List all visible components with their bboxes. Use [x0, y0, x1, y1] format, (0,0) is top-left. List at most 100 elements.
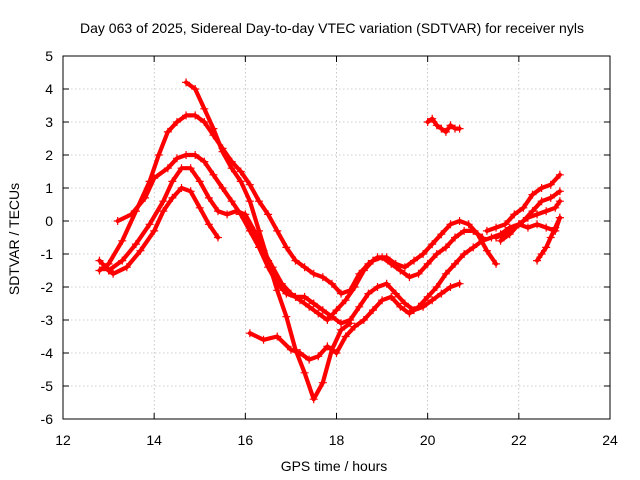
- data-point-marker: [131, 240, 140, 249]
- data-point-marker: [533, 220, 542, 229]
- data-point-marker: [159, 197, 168, 206]
- data-point-marker: [177, 164, 186, 173]
- data-point-marker: [460, 226, 469, 235]
- data-point-marker: [359, 266, 368, 275]
- data-point-marker: [204, 193, 213, 202]
- data-point-marker: [387, 259, 396, 268]
- y-tick-label: -1: [41, 246, 54, 262]
- data-point-marker: [537, 250, 546, 258]
- data-point-marker: [533, 256, 542, 265]
- data-point-marker: [122, 263, 131, 272]
- data-point-marker: [437, 124, 446, 133]
- y-tick-label: -2: [41, 279, 54, 295]
- data-point-marker: [218, 184, 227, 192]
- data-point-marker: [286, 289, 295, 298]
- data-point-marker: [323, 316, 332, 324]
- data-point-marker: [100, 263, 109, 272]
- data-point-marker: [396, 266, 405, 275]
- data-point-marker: [496, 236, 505, 245]
- data-point-marker: [432, 250, 441, 258]
- data-point-marker: [245, 329, 254, 338]
- y-tick-label: -4: [41, 345, 54, 361]
- data-point-marker: [382, 279, 391, 288]
- data-point-marker: [209, 124, 218, 133]
- data-point-marker: [236, 177, 245, 186]
- data-point-marker: [528, 207, 537, 216]
- data-point-marker: [145, 220, 154, 229]
- x-tick-label: 18: [329, 432, 345, 448]
- data-point-marker: [441, 243, 450, 252]
- data-point-marker: [195, 177, 204, 186]
- data-point-marker: [428, 240, 437, 249]
- data-point-marker: [300, 292, 309, 301]
- data-point-marker: [368, 306, 377, 315]
- data-point-marker: [291, 256, 300, 265]
- data-point-marker: [332, 349, 341, 357]
- data-point-marker: [296, 296, 305, 305]
- data-point-marker: [437, 230, 446, 239]
- data-point-marker: [455, 279, 464, 288]
- data-point-marker: [309, 299, 318, 308]
- data-point-marker: [255, 197, 264, 206]
- x-tick-label: 20: [420, 432, 436, 448]
- data-point-marker: [505, 230, 514, 239]
- data-point-marker: [350, 283, 359, 291]
- y-tick-label: 0: [45, 213, 53, 229]
- data-point-marker: [446, 283, 455, 291]
- data-point-marker: [451, 233, 460, 242]
- data-point-marker: [341, 296, 350, 305]
- data-point-marker: [400, 263, 409, 272]
- data-point-marker: [236, 167, 245, 176]
- series-trace: [534, 215, 563, 263]
- data-series-3: [95, 164, 487, 324]
- data-point-marker: [191, 111, 200, 120]
- data-point-marker: [378, 296, 387, 305]
- data-point-marker: [113, 217, 122, 225]
- data-point-marker: [555, 187, 564, 196]
- data-point-marker: [118, 256, 127, 265]
- data-point-marker: [332, 306, 341, 315]
- data-point-marker: [446, 121, 455, 130]
- data-point-marker: [451, 259, 460, 268]
- data-point-marker: [350, 322, 359, 331]
- data-point-marker: [200, 104, 209, 113]
- data-point-marker: [191, 151, 200, 159]
- data-point-marker: [555, 213, 564, 222]
- grid-layer: [63, 56, 610, 419]
- data-point-marker: [264, 256, 273, 265]
- data-point-marker: [446, 220, 455, 229]
- data-point-marker: [259, 335, 268, 344]
- data-point-marker: [432, 283, 441, 291]
- data-point-marker: [109, 269, 118, 278]
- data-point-marker: [227, 197, 236, 206]
- data-point-marker: [182, 151, 191, 159]
- x-tick-label: 14: [146, 432, 162, 448]
- data-point-marker: [551, 203, 560, 212]
- y-tick-label: 3: [45, 114, 53, 130]
- data-point-marker: [150, 174, 159, 183]
- data-point-marker: [414, 302, 423, 311]
- data-point-marker: [396, 302, 405, 311]
- data-point-marker: [533, 210, 542, 219]
- data-point-marker: [305, 302, 314, 311]
- data-point-marker: [387, 292, 396, 301]
- data-point-marker: [455, 124, 464, 133]
- data-point-marker: [282, 312, 291, 321]
- data-point-marker: [195, 203, 204, 212]
- data-point-marker: [223, 210, 232, 219]
- data-point-marker: [482, 246, 491, 255]
- data-point-marker: [172, 118, 181, 126]
- data-point-marker: [296, 349, 305, 357]
- series-trace: [247, 215, 563, 362]
- chart-title: Day 063 of 2025, Sidereal Day-to-day VTE…: [80, 20, 584, 36]
- data-point-marker: [437, 289, 446, 298]
- data-point-marker: [163, 127, 172, 136]
- data-point-marker: [523, 213, 532, 222]
- data-point-marker: [355, 302, 364, 311]
- data-point-marker: [309, 269, 318, 278]
- data-point-marker: [523, 223, 532, 232]
- data-point-marker: [478, 236, 487, 245]
- data-point-marker: [327, 279, 336, 288]
